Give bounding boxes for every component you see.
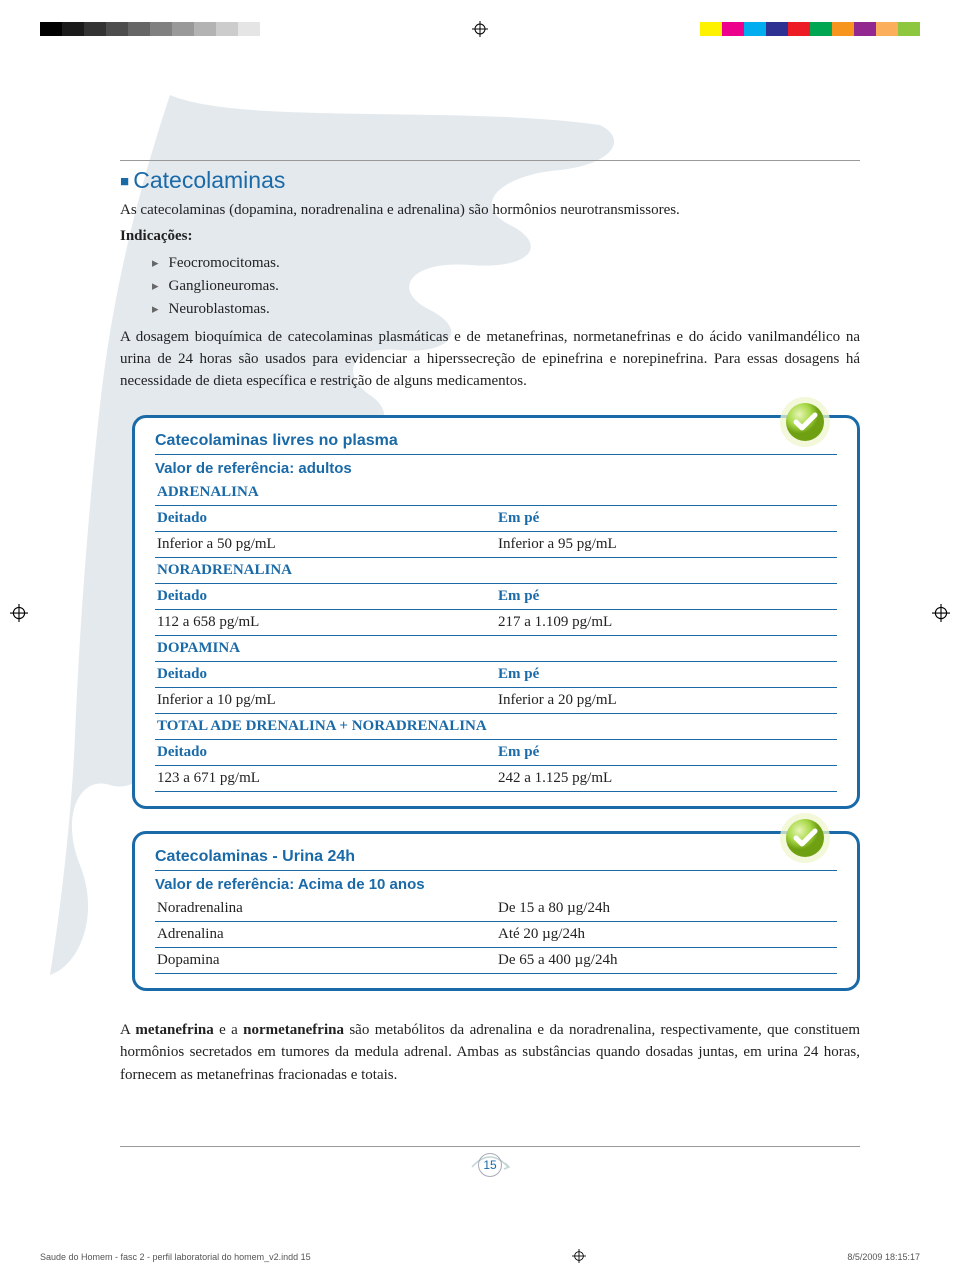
value-cell: 112 a 658 pg/mL [155,609,496,635]
intro-text: As catecolaminas (dopamina, noradrenalin… [120,200,860,222]
list-item: Neuroblastomas. [152,298,860,321]
column-header: Deitado [155,739,496,765]
column-header: Em pé [496,739,837,765]
urine-reference-box: Catecolaminas - Urina 24h Valor de refer… [132,831,860,991]
footer-timestamp: 8/5/2009 18:15:17 [847,1252,920,1262]
closing-paragraph: A metanefrina e a normetanefrina são met… [120,1019,860,1087]
row-value: De 65 a 400 µg/24h [496,947,837,973]
value-cell: 123 a 671 pg/mL [155,765,496,791]
registration-target-icon [572,1249,586,1265]
body-paragraph: A dosagem bioquímica de catecolaminas pl… [120,327,860,392]
plasma-reference-box: Catecolaminas livres no plasma Valor de … [132,415,860,809]
row-label: Dopamina [155,947,496,973]
closing-text: e a [214,1022,243,1038]
value-cell: Inferior a 10 pg/mL [155,687,496,713]
column-header: Deitado [155,583,496,609]
top-rule [120,160,860,161]
column-header: Em pé [496,505,837,531]
footer-file: Saude do Homem - fasc 2 - perfil laborat… [40,1252,311,1262]
closing-bold: normetanefrina [243,1022,344,1038]
column-header: Em pé [496,583,837,609]
box-subtitle: Valor de referência: Acima de 10 anos [155,873,837,896]
box-title: Catecolaminas livres no plasma [155,432,837,455]
urine-reference-table: NoradrenalinaDe 15 a 80 µg/24hAdrenalina… [155,896,837,974]
column-header: Deitado [155,661,496,687]
column-header: Em pé [496,661,837,687]
box-subtitle: Valor de referência: adultos [155,457,837,480]
section-heading: Catecolaminas [120,167,860,194]
category-header: NORADRENALINA [155,557,837,583]
closing-text: A [120,1022,135,1038]
list-item: Feocromocitomas. [152,252,860,275]
value-cell: 217 a 1.109 pg/mL [496,609,837,635]
box-title: Catecolaminas - Urina 24h [155,848,837,871]
row-value: Até 20 µg/24h [496,921,837,947]
print-footer: Saude do Homem - fasc 2 - perfil laborat… [0,1237,960,1283]
page-content: Catecolaminas As catecolaminas (dopamina… [0,0,960,1237]
row-label: Adrenalina [155,921,496,947]
row-value: De 15 a 80 µg/24h [496,896,837,922]
list-item: Ganglioneuromas. [152,275,860,298]
value-cell: Inferior a 50 pg/mL [155,531,496,557]
category-header: ADRENALINA [155,480,837,506]
closing-bold: metanefrina [135,1022,213,1038]
column-header: Deitado [155,505,496,531]
row-label: Noradrenalina [155,896,496,922]
value-cell: 242 a 1.125 pg/mL [496,765,837,791]
indications-list: Feocromocitomas.Ganglioneuromas.Neurobla… [152,252,860,322]
check-badge-icon [779,812,831,864]
category-header: TOTAL ADE DRENALINA + NORADRENALINA [155,713,837,739]
indications-label: Indicações: [120,226,860,248]
page-number-wrap: 15 [120,1153,860,1177]
plasma-reference-table: ADRENALINADeitadoEm péInferior a 50 pg/m… [155,480,837,792]
value-cell: Inferior a 20 pg/mL [496,687,837,713]
value-cell: Inferior a 95 pg/mL [496,531,837,557]
check-badge-icon [779,396,831,448]
page-arrow-icon [467,1145,513,1175]
category-header: DOPAMINA [155,635,837,661]
